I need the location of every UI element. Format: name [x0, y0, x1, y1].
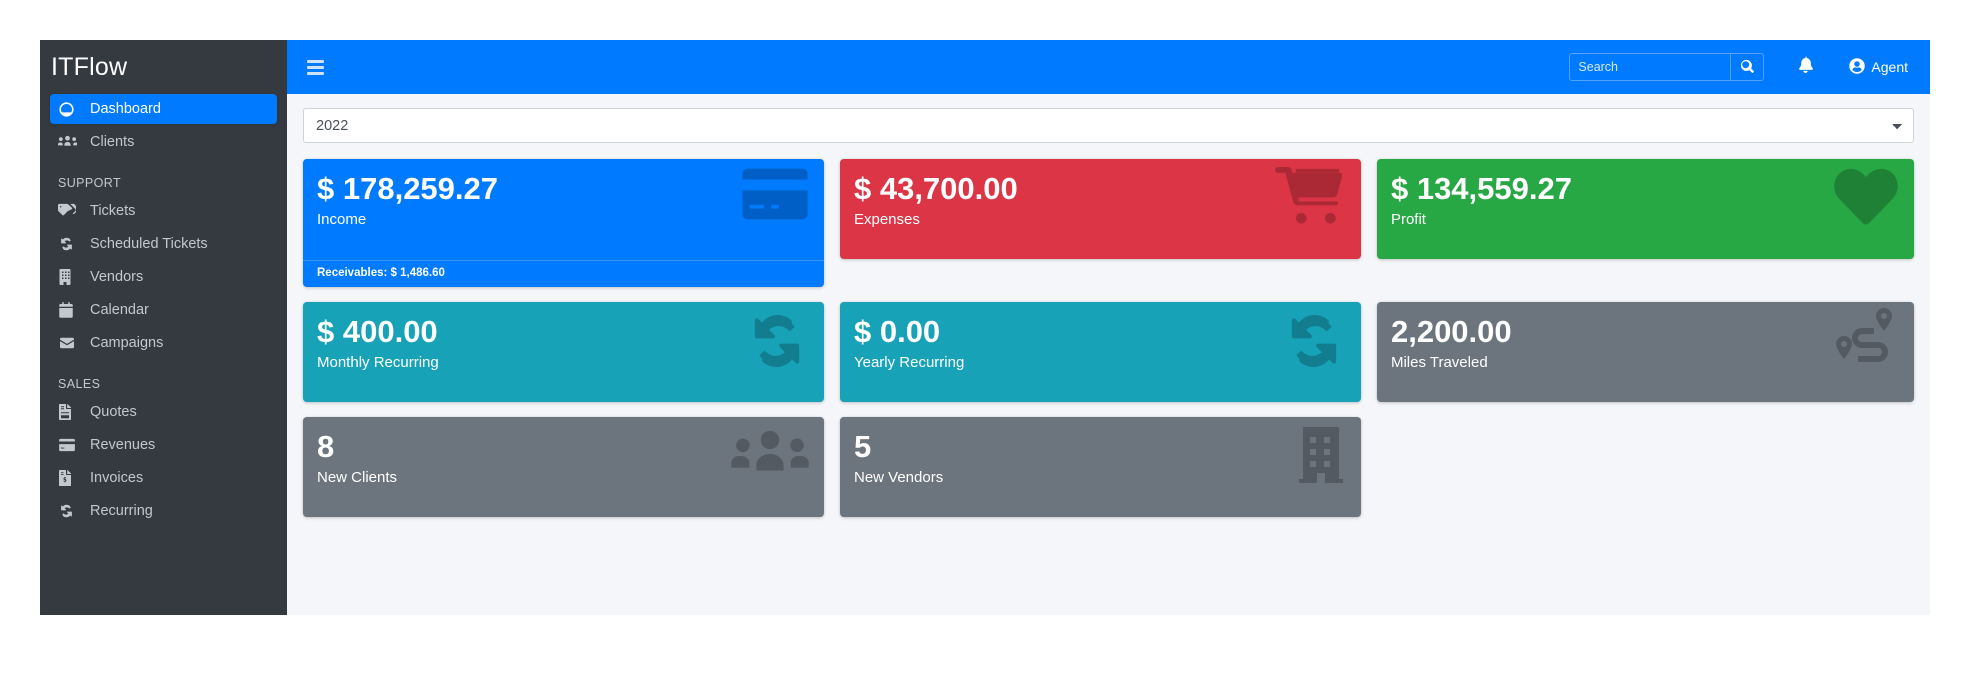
- stat-value: $ 43,700.00: [853, 171, 1018, 206]
- heart-icon: [1830, 165, 1902, 229]
- sidebar-item-label: Calendar: [90, 302, 149, 318]
- file-invoice-icon: [58, 404, 84, 420]
- sidebar-item-calendar[interactable]: Calendar: [50, 295, 277, 325]
- stat-card-expenses[interactable]: $ 43,700.00 Expenses: [839, 159, 1361, 259]
- users-icon: [58, 134, 84, 150]
- sidebar-item-invoices[interactable]: Invoices: [50, 463, 277, 493]
- stat-value: 2,200.00: [1390, 314, 1512, 349]
- stat-cards-grid: $ 178,259.27 Income Receivables: $ 1,486…: [303, 159, 1914, 532]
- stat-value: 8: [317, 429, 335, 464]
- bell-icon: [1798, 56, 1814, 78]
- sync-icon: [1279, 308, 1349, 374]
- stat-value: $ 178,259.27: [317, 171, 499, 206]
- stat-value: 5: [853, 429, 872, 464]
- tag-icon: [58, 203, 84, 219]
- search-input[interactable]: [1570, 54, 1731, 80]
- sidebar-item-scheduled-tickets[interactable]: Scheduled Tickets: [50, 229, 277, 259]
- sidebar-item-label: Vendors: [90, 269, 144, 285]
- credit-card-icon: [738, 165, 812, 223]
- stat-card-yearly-recurring[interactable]: $ 0.00 Yearly Recurring: [839, 302, 1361, 402]
- stat-card-profit[interactable]: $ 134,559.27 Profit: [1376, 159, 1914, 259]
- stat-label: Miles Traveled: [1390, 353, 1488, 371]
- notifications-button[interactable]: [1798, 56, 1814, 78]
- sync-icon: [742, 308, 812, 374]
- sidebar-item-label: Dashboard: [90, 101, 161, 117]
- search-button[interactable]: [1730, 54, 1763, 80]
- sidebar-item-vendors[interactable]: Vendors: [50, 262, 277, 292]
- building-icon: [1293, 423, 1349, 487]
- sidebar-item-label: Revenues: [90, 437, 156, 453]
- stat-card-col: $ 400.00 Monthly Recurring: [303, 302, 840, 402]
- user-label: Agent: [1871, 59, 1908, 75]
- sidebar-section-support: SUPPORT: [58, 176, 121, 190]
- main-content: 2022 $ 178,259.27 Income Receivables: $ …: [287, 94, 1930, 615]
- stat-label: New Vendors: [853, 468, 944, 486]
- sidebar-item-dashboard[interactable]: Dashboard: [50, 94, 277, 124]
- sidebar-item-label: Quotes: [90, 404, 137, 420]
- user-circle-icon: [1849, 57, 1866, 77]
- user-menu[interactable]: Agent: [1849, 57, 1908, 77]
- search-icon: [1740, 59, 1755, 76]
- stat-label: New Clients: [317, 468, 398, 486]
- hamburger-icon[interactable]: [303, 55, 327, 79]
- sidebar-item-quotes[interactable]: Quotes: [50, 397, 277, 427]
- sidebar-item-label: Invoices: [90, 470, 144, 486]
- sidebar-section-sales: SALES: [58, 377, 101, 391]
- sync-icon: [58, 503, 84, 519]
- stat-card-col: 2,200.00 Miles Traveled: [1376, 302, 1914, 402]
- stat-card-col: $ 0.00 Yearly Recurring: [839, 302, 1377, 402]
- sidebar-item-tickets[interactable]: Tickets: [50, 196, 277, 226]
- sidebar-item-label: Recurring: [90, 503, 153, 519]
- sidebar-item-clients[interactable]: Clients: [50, 127, 277, 157]
- stat-label: Yearly Recurring: [853, 353, 965, 371]
- search-form: [1569, 53, 1765, 81]
- brand-logo[interactable]: ITFlow: [51, 52, 128, 81]
- gauge-icon: [58, 101, 84, 118]
- stat-value: $ 0.00: [853, 314, 941, 349]
- sidebar-item-label: Scheduled Tickets: [90, 236, 208, 252]
- sidebar: ITFlow Dashboard: [40, 40, 287, 615]
- file-dollar-icon: [58, 470, 84, 486]
- envelope-icon: [58, 336, 84, 350]
- stat-value: $ 400.00: [317, 314, 438, 349]
- stat-value: $ 134,559.27: [1390, 171, 1572, 206]
- sidebar-item-campaigns[interactable]: Campaigns: [50, 328, 277, 358]
- stat-card-new-vendors[interactable]: 5 New Vendors: [839, 417, 1361, 517]
- sidebar-item-revenues[interactable]: Revenues: [50, 430, 277, 460]
- stat-card-col: 5 New Vendors: [839, 417, 1377, 517]
- stat-card-col: $ 178,259.27 Income Receivables: $ 1,486…: [303, 159, 840, 287]
- sidebar-item-label: Campaigns: [90, 335, 164, 351]
- stat-label: Expenses: [853, 210, 920, 228]
- sidebar-nav: Dashboard Clients SUPPORT: [40, 94, 287, 526]
- stat-card-col: $ 134,559.27 Profit: [1376, 159, 1914, 287]
- route-icon: [1826, 308, 1902, 372]
- stat-footer: Receivables: $ 1,486.60: [303, 260, 824, 287]
- app-window: ITFlow Dashboard: [40, 40, 1930, 615]
- stat-card-income[interactable]: $ 178,259.27 Income Receivables: $ 1,486…: [303, 159, 824, 287]
- stat-card-miles-traveled[interactable]: 2,200.00 Miles Traveled: [1376, 302, 1914, 402]
- building-icon: [58, 269, 84, 285]
- shopping-cart-icon: [1271, 165, 1349, 227]
- stat-card-new-clients[interactable]: 8 New Clients: [303, 417, 824, 517]
- credit-card-icon: [58, 438, 84, 452]
- stat-label: Profit: [1390, 210, 1426, 228]
- sidebar-item-label: Clients: [90, 134, 135, 150]
- sidebar-item-label: Tickets: [90, 203, 136, 219]
- stat-card-col: 8 New Clients: [303, 417, 840, 517]
- stat-label: Monthly Recurring: [317, 353, 439, 371]
- year-filter-select[interactable]: 2022: [303, 108, 1914, 143]
- users-icon: [728, 423, 812, 485]
- sync-icon: [58, 236, 84, 252]
- content-wrapper: Agent 2022 $ 178,259.27 Income: [287, 40, 1930, 615]
- sidebar-item-recurring[interactable]: Recurring: [50, 496, 277, 526]
- stat-label: Income: [317, 210, 367, 228]
- stat-card-monthly-recurring[interactable]: $ 400.00 Monthly Recurring: [303, 302, 824, 402]
- calendar-icon: [58, 302, 84, 318]
- top-navbar: Agent: [287, 40, 1930, 94]
- stat-card-col: $ 43,700.00 Expenses: [839, 159, 1377, 287]
